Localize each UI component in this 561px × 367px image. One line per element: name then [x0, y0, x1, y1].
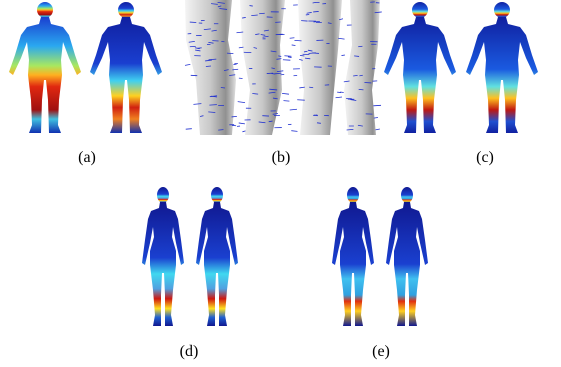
- flow-stroke: [233, 64, 236, 65]
- flow-stroke: [358, 46, 362, 47]
- flow-stroke: [282, 93, 289, 94]
- flow-stroke: [281, 74, 285, 75]
- flow-stroke: [317, 123, 321, 124]
- flow-stroke: [242, 131, 245, 132]
- caption-label: (c): [476, 149, 494, 166]
- flow-stroke: [291, 131, 297, 132]
- flow-stroke: [338, 38, 344, 39]
- flow-stroke: [232, 116, 237, 117]
- flow-stroke: [342, 55, 345, 56]
- caption-label: (a): [78, 149, 96, 166]
- flow-stroke: [373, 105, 381, 106]
- panel-e: [332, 187, 428, 326]
- panel-c: [384, 2, 538, 133]
- panel-b: [185, 0, 382, 135]
- flow-stroke: [185, 64, 190, 65]
- flow-stroke: [294, 40, 301, 41]
- flow-stroke: [238, 102, 245, 103]
- flow-stroke: [239, 123, 245, 124]
- panel-a: [9, 2, 162, 133]
- flow-stroke: [292, 45, 296, 46]
- caption-label: (b): [272, 149, 291, 166]
- flow-stroke: [232, 69, 238, 70]
- flow-stroke: [218, 130, 223, 131]
- flow-stroke: [259, 13, 265, 14]
- flow-stroke: [288, 57, 292, 58]
- flow-stroke: [271, 73, 274, 74]
- flow-stroke: [290, 109, 297, 110]
- flow-stroke: [290, 38, 295, 39]
- figure: (a) (b) (c) (d) (e): [0, 0, 561, 367]
- flow-stroke: [186, 129, 192, 130]
- flow-stroke: [206, 66, 211, 67]
- flow-stroke: [376, 129, 380, 130]
- flow-stroke: [284, 56, 291, 57]
- caption-label: (e): [372, 343, 390, 360]
- flow-stroke: [300, 55, 304, 56]
- panel-d: [142, 187, 238, 326]
- flow-stroke: [313, 11, 318, 12]
- flow-stroke: [309, 87, 313, 88]
- caption-label: (d): [180, 343, 199, 360]
- flow-stroke: [283, 101, 289, 102]
- flow-stroke: [336, 97, 342, 98]
- flow-stroke: [278, 56, 281, 57]
